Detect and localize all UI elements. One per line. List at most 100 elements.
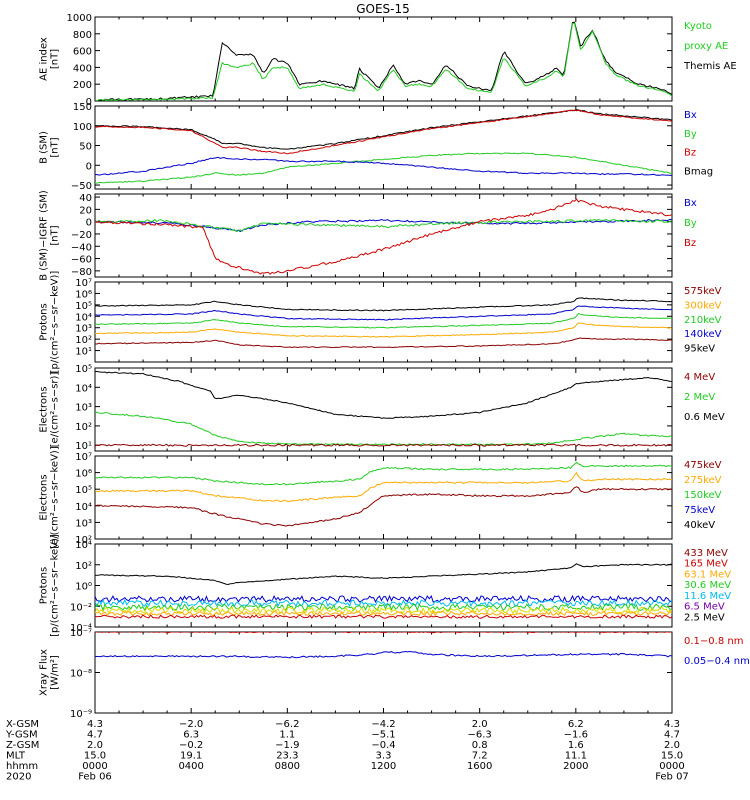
ephemeris-value: −1.6 (564, 730, 588, 741)
series-group (95, 370, 672, 447)
series-line-300keV (95, 305, 672, 321)
series-line-Themis-AE (95, 21, 672, 101)
y-tick-label: 0 (86, 161, 92, 172)
ephemeris-value: 2.0 (664, 740, 680, 751)
y-axis-label: Electrons (39, 386, 50, 432)
series-line-Bx (95, 156, 672, 176)
ephemeris-row-label: X-GSM (6, 719, 39, 730)
panel-5: 10² 10³ 10⁴ 10⁵ 10⁶ 10⁷ Electrons [e/(cm²−s−sr−… (39, 446, 722, 549)
series-line-95keV (95, 337, 672, 349)
series-line-Kyoto-proxy-AE (95, 22, 672, 101)
y-tick-label: 10³ (75, 324, 92, 335)
series-line-By (95, 218, 672, 233)
series-line-63.1-MeV (95, 606, 672, 615)
y-tick-label: 200 (73, 80, 92, 91)
ephemeris-table: X-GSM 4.3 −2.0 −6.2 −4.2 2.0 6.2 4.3 Y-GSM 4.7 6.3… (5, 719, 689, 783)
legend-entry: 210keV (684, 315, 722, 326)
y-tick-label: 10⁻⁸ (70, 669, 92, 680)
series-group (95, 109, 672, 184)
legend-entry: 0.05−0.4 nm (684, 656, 750, 667)
ephemeris-value: 0000 (82, 761, 107, 772)
y-tick-label: 0 (86, 218, 92, 229)
ephemeris-value: −6.3 (468, 730, 492, 741)
y-axis-label: [p/(cm²−s−sr−keV)] (50, 534, 61, 637)
legend-entry: 30.6 MeV (684, 580, 731, 591)
ephemeris-value: 4.3 (664, 719, 680, 730)
panel-frame (94, 543, 673, 628)
y-tick-label: 10⁴ (75, 383, 92, 394)
series-group (95, 563, 672, 619)
ephemeris-value: −5.1 (371, 730, 395, 741)
series-line-40keV (95, 461, 672, 486)
y-tick-label: 10⁻⁴ (70, 623, 92, 634)
series-line-4-MeV (95, 443, 672, 447)
panel-frame (94, 367, 673, 452)
legend-entry: 140keV (684, 329, 722, 340)
legend-entry: 475keV (684, 460, 722, 471)
y-tick-label: 10⁶ (75, 289, 92, 300)
legend-entry: Bz (684, 148, 696, 159)
series-group (95, 461, 672, 527)
y-tick-label: 50 (79, 142, 92, 153)
ephemeris-value: 6.2 (568, 719, 584, 730)
legend-entry: Bmag (684, 166, 713, 177)
y-tick-label: −50 (71, 181, 92, 192)
y-tick-label: 1000 (67, 13, 92, 24)
y-tick-label: 150 (73, 102, 92, 113)
ephemeris-value: −0.4 (371, 740, 395, 751)
y-axis-label: B (SM) (39, 131, 50, 164)
ephemeris-value: 1200 (371, 761, 396, 772)
ephemeris-value: 2.0 (472, 719, 488, 730)
series-line-75keV (95, 471, 672, 503)
series-line-Bz (95, 109, 672, 155)
y-tick-label: 10¹ (75, 347, 92, 358)
series-line-2.5-MeV (95, 563, 672, 586)
series-group (95, 297, 672, 349)
y-tick-label: 10² (75, 535, 92, 546)
ephemeris-value: −0.2 (179, 740, 203, 751)
y-tick-label: 10³ (75, 403, 92, 414)
y-tick-label: 10⁻⁷ (70, 628, 92, 639)
legend-entry: 0.6 MeV (684, 412, 725, 423)
y-tick-label: 10⁰ (75, 582, 92, 593)
legend-entry: By (684, 129, 697, 140)
legend-entry: 150keV (684, 490, 722, 501)
legend-entry: 40keV (684, 520, 715, 531)
legend-entry: Kyoto (684, 21, 712, 32)
y-axis-label: [W/m²] (50, 655, 61, 690)
panel-frame (94, 105, 673, 190)
series-line-140keV (95, 322, 672, 338)
y-tick-label: 10⁴ (75, 540, 92, 551)
y-tick-label: 10⁵ (75, 364, 92, 375)
y-tick-label: 10⁷ (75, 452, 92, 463)
y-axis-label: Xray Flux (39, 649, 50, 696)
legend-entry: 2.5 MeV (684, 612, 725, 623)
ephemeris-value: 2.0 (87, 740, 103, 751)
y-axis-label: [nT] (50, 225, 61, 245)
legend-entry: 95keV (684, 344, 715, 355)
y-tick-label: −40 (71, 242, 92, 253)
legend-entry: 0.1−0.8 nm (684, 636, 743, 647)
y-axis-label: [e/(cm²−s−sr−keV)] (50, 446, 61, 549)
y-tick-label: −60 (71, 255, 92, 266)
legend-entry: 433 MeV (684, 548, 728, 559)
legend-entry: Bx (684, 110, 697, 121)
ephemeris-value: 0800 (275, 761, 300, 772)
panel-frame (94, 281, 673, 363)
ephemeris-value: 11.1 (565, 751, 587, 762)
ephemeris-value: −4.2 (371, 719, 395, 730)
ephemeris-value: 1600 (467, 761, 492, 772)
y-tick-label: 10² (75, 335, 92, 346)
series-line-Bz (95, 198, 672, 275)
series-line-433-MeV (95, 614, 672, 619)
legend-entry: 300keV (684, 300, 722, 311)
ephemeris-value: 6.3 (183, 730, 199, 741)
y-tick-label: 10⁴ (75, 312, 92, 323)
y-axis-label: [nT] (50, 137, 61, 157)
ephemeris-value: 7.2 (472, 751, 488, 762)
ephemeris-value: 0000 (659, 761, 684, 772)
panel-7: 10⁻⁹ 10⁻⁸ 10⁻⁷ Xray Flux [W/m²] 0.1−0.8 nm 0.0… (39, 628, 750, 720)
ephemeris-value: 2000 (563, 761, 588, 772)
